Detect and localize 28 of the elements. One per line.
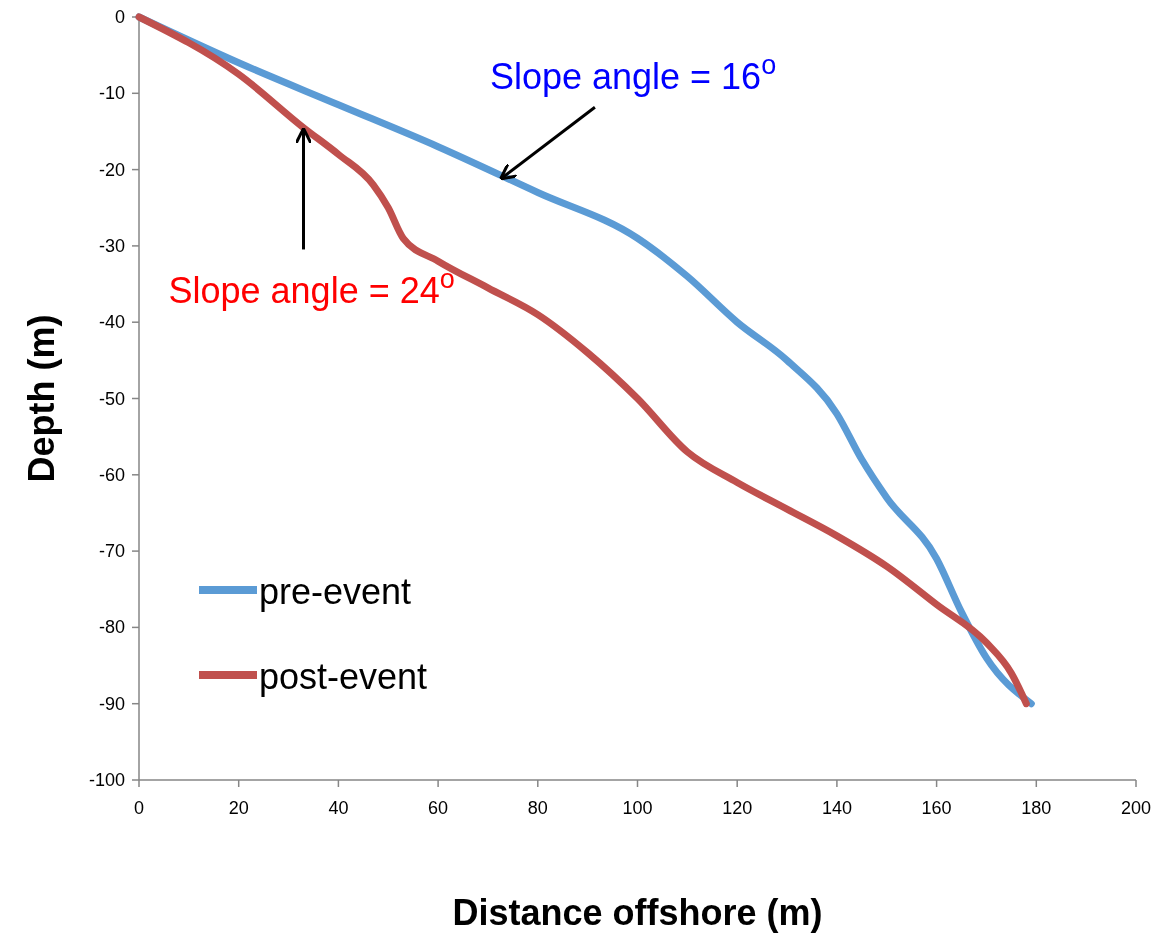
y-tick-label: -80 (98, 617, 125, 638)
x-tick-label: 0 (133, 798, 145, 818)
y-tick-label: -50 (98, 388, 125, 409)
legend-label: pre-event (259, 571, 412, 612)
annotation: Slope angle = 24$^{o}$ (168, 264, 455, 312)
x-tick-label: 200 (1120, 798, 1152, 818)
y-axis-title: Depth (m) (21, 314, 62, 483)
x-tick-label: 120 (722, 798, 753, 818)
y-tick-label: 0 (114, 7, 125, 27)
y-tick-label: -40 (98, 312, 125, 333)
x-tick-label: 20 (228, 798, 249, 818)
y-tick-label: -90 (98, 693, 125, 714)
y-tick-label: -30 (98, 235, 125, 256)
legend-label: post-event (259, 656, 428, 697)
y-tick-label: -100 (88, 770, 125, 790)
x-tick-label: 140 (821, 798, 852, 818)
x-tick-label: 180 (1021, 798, 1052, 818)
y-tick-label: -70 (98, 541, 125, 562)
x-tick-label: 160 (921, 798, 952, 818)
x-tick-label: 80 (527, 798, 548, 818)
annotation: Slope angle = 16$^{o}$ (489, 50, 777, 98)
x-tick-label: 40 (328, 798, 349, 818)
y-tick-label: -60 (98, 464, 125, 485)
x-tick-label: 60 (428, 798, 449, 818)
y-tick-label: -20 (98, 159, 125, 180)
y-tick-label: -10 (98, 83, 125, 104)
x-axis-title: Distance offshore (m) (452, 892, 823, 933)
x-tick-label: 100 (622, 798, 653, 818)
